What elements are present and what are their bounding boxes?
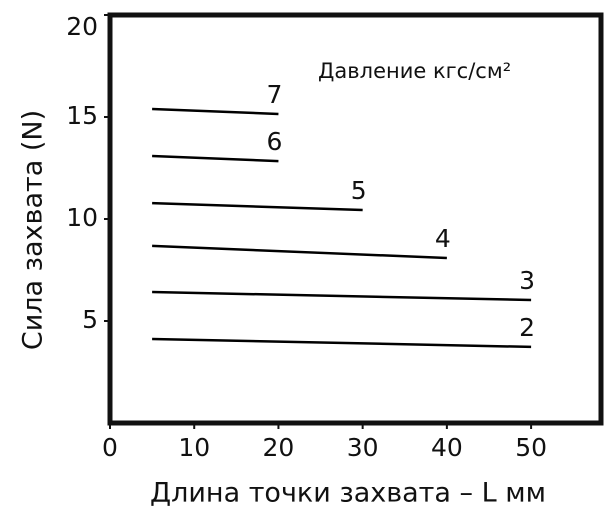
series-line bbox=[152, 244, 447, 260]
series-label: 2 bbox=[519, 313, 535, 342]
series-line bbox=[152, 201, 363, 212]
y-axis-label: Сила захвата (N) bbox=[18, 110, 49, 350]
series-line bbox=[152, 337, 532, 349]
y-tick-label: 15 bbox=[66, 101, 98, 130]
x-tick-label: 10 bbox=[178, 433, 210, 462]
y-tick-label: 20 bbox=[66, 12, 98, 41]
x-tick-label: 20 bbox=[263, 433, 295, 462]
series-line bbox=[152, 107, 279, 116]
series-label: 4 bbox=[435, 224, 451, 253]
x-tick-label: 30 bbox=[347, 433, 379, 462]
series-line bbox=[152, 290, 532, 302]
series-label: 6 bbox=[266, 127, 282, 156]
series-label: 5 bbox=[351, 176, 367, 205]
x-tick-label: 50 bbox=[515, 433, 547, 462]
x-axis-label: Длина точки захвата – L мм bbox=[150, 478, 546, 509]
series-label: 7 bbox=[266, 80, 282, 109]
series-line bbox=[152, 154, 279, 163]
x-tick-label: 40 bbox=[431, 433, 463, 462]
series-label: 3 bbox=[519, 266, 535, 295]
y-tick-label: 5 bbox=[82, 305, 98, 334]
x-tick-label: 0 bbox=[102, 433, 118, 462]
annotation: Давление кгс/см² bbox=[318, 59, 511, 83]
y-tick-label: 10 bbox=[66, 203, 98, 232]
